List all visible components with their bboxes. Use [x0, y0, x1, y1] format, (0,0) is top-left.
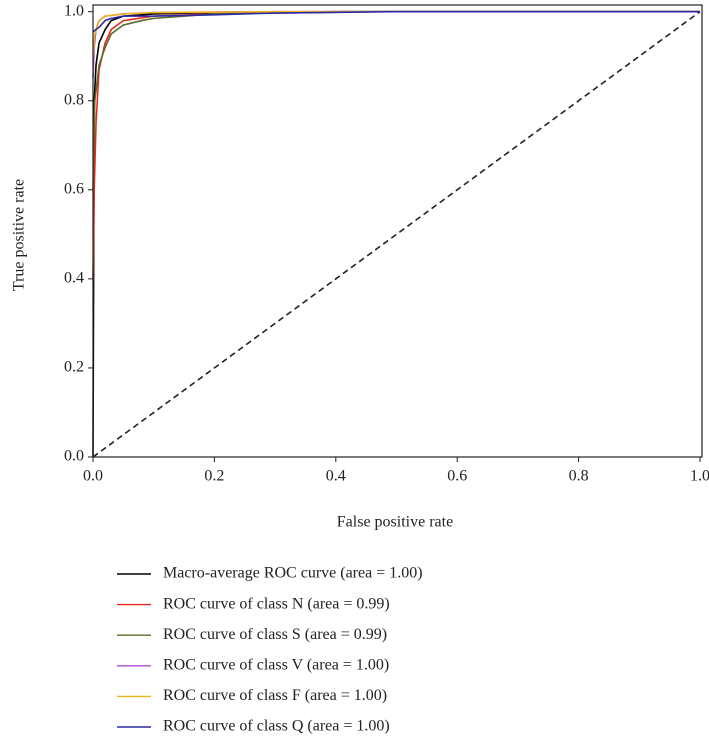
x-tick-label: 0.8 [569, 468, 589, 485]
roc-line [92, 10, 700, 79]
x-tick-label: 1.0 [690, 468, 709, 485]
roc-line [92, 10, 700, 190]
y-tick-label: 0.2 [64, 359, 84, 376]
plot-frame [92, 4, 703, 458]
legend-label: ROC curve of class Q (area = 1.00) [163, 718, 390, 735]
x-tick-label: 0.0 [83, 468, 103, 485]
y-tick-label: 0.6 [64, 180, 84, 197]
x-tick-label: 0.2 [204, 468, 224, 485]
roc-line [92, 10, 700, 57]
legend-label: ROC curve of class N (area = 0.99) [163, 595, 390, 612]
legend-label: ROC curve of class S (area = 0.99) [163, 626, 387, 643]
roc-line [92, 10, 700, 279]
x-axis-label: False positive rate [337, 514, 453, 531]
x-tick-label: 0.4 [326, 468, 346, 485]
legend-label: Macro-average ROC curve (area = 1.00) [163, 565, 423, 582]
y-axis-label: True positive rate [11, 179, 28, 291]
roc-line [92, 10, 700, 33]
y-tick-label: 0.0 [64, 448, 84, 465]
y-tick-label: 1.0 [64, 2, 84, 19]
roc-line [92, 11, 701, 458]
y-tick-label: 0.8 [64, 91, 84, 108]
legend-label: ROC curve of class F (area = 1.00) [163, 687, 387, 704]
x-tick-label: 0.6 [447, 468, 467, 485]
legend-label: ROC curve of class V (area = 1.00) [163, 656, 389, 673]
y-tick-label: 0.4 [64, 270, 84, 287]
